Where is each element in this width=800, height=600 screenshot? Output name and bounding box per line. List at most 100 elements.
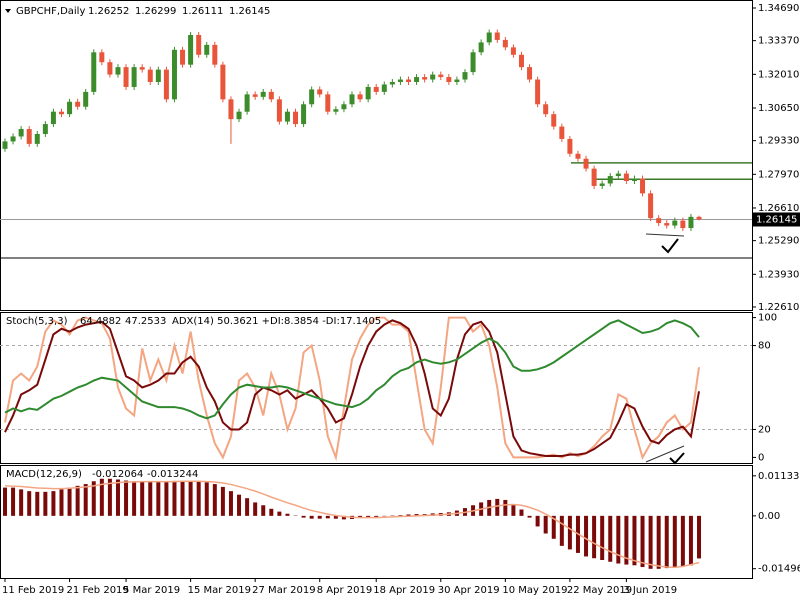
- candle-body: [607, 176, 613, 184]
- candle-body: [107, 62, 113, 75]
- signal-line: [4, 480, 700, 569]
- candle-body: [462, 72, 468, 80]
- macd-bar: [559, 515, 564, 546]
- candle-body: [527, 67, 533, 80]
- macd-bar: [640, 515, 645, 568]
- y-tick-label: -0.014965: [758, 564, 800, 575]
- candle-body: [171, 49, 177, 100]
- candle-body: [349, 94, 355, 105]
- candle-body: [357, 94, 363, 100]
- candle-body: [365, 86, 371, 100]
- price-box: [752, 212, 800, 227]
- candle-body: [341, 104, 347, 110]
- candle-body: [155, 69, 161, 82]
- x-tick-label: 11 Feb 2019: [2, 585, 64, 596]
- candle-body: [10, 136, 16, 142]
- macd-bar: [196, 481, 201, 516]
- candle-body: [91, 52, 97, 92]
- macd-bar: [124, 480, 129, 516]
- macd-bar: [624, 515, 629, 565]
- candle-body: [688, 216, 694, 229]
- candle-body: [325, 94, 331, 112]
- candle-body: [446, 77, 452, 82]
- candle-body: [567, 138, 573, 154]
- high-value: 1.26299: [135, 6, 176, 17]
- candle-body: [575, 153, 581, 159]
- macd-bar: [75, 485, 80, 516]
- candle-body: [131, 67, 137, 87]
- candle-body: [478, 42, 484, 53]
- candle-body: [672, 220, 678, 226]
- y-tick-label: 1.34690: [758, 3, 799, 14]
- macd-bar: [632, 515, 637, 566]
- candle-body: [535, 79, 541, 105]
- candle-body: [454, 79, 460, 82]
- candle-body: [414, 77, 420, 82]
- macd-bar: [672, 515, 677, 568]
- macd-bar: [237, 494, 242, 516]
- y-tick-label: 1.25290: [758, 236, 799, 247]
- candle-body: [656, 218, 662, 224]
- candle-body: [18, 129, 24, 137]
- candle-body: [309, 89, 315, 105]
- stoch-k-value: 64.4882: [80, 316, 121, 327]
- macd-bar: [317, 515, 322, 519]
- macd-bar: [253, 502, 258, 516]
- macd-bar: [309, 515, 314, 519]
- candle-body: [317, 89, 323, 95]
- candle-body: [2, 141, 8, 149]
- candle-body: [301, 104, 307, 125]
- macd-title: MACD(12,26,9): [6, 469, 82, 480]
- candle-body: [680, 220, 686, 229]
- candle-body: [115, 67, 121, 75]
- candle-body: [50, 111, 56, 125]
- macd-bar: [172, 480, 177, 516]
- chart-title: GBPCHF,Daily: [16, 6, 85, 17]
- candle-body: [406, 79, 411, 82]
- macd-bar: [551, 515, 556, 539]
- candle-body: [236, 111, 242, 120]
- candle-body: [163, 69, 169, 100]
- candle-body: [333, 109, 339, 112]
- candle-body: [494, 32, 500, 40]
- candle-body: [147, 69, 153, 82]
- x-tick-label: 3 Jun 2019: [623, 585, 677, 596]
- macd-bar: [11, 487, 16, 516]
- macd-bar: [600, 515, 605, 560]
- candle-body: [220, 64, 226, 100]
- macd-bar: [535, 515, 540, 527]
- candle-body: [276, 99, 282, 122]
- macd-bar: [285, 513, 290, 516]
- x-tick-label: 30 Apr 2019: [438, 585, 500, 596]
- candle-body: [559, 126, 565, 139]
- macd-bar: [245, 498, 250, 516]
- macd-bar: [148, 481, 153, 516]
- price-box-label: 1.26145: [756, 214, 797, 225]
- indicator-line: [4, 319, 700, 420]
- macd-bar: [414, 514, 419, 516]
- candle-body: [381, 84, 387, 92]
- candle-body: [502, 39, 508, 48]
- candle-body: [284, 111, 290, 122]
- macd-bar: [277, 511, 282, 516]
- y-tick-label: 80: [758, 341, 771, 352]
- macd-bar: [115, 479, 120, 516]
- macd-value: -0.012064: [92, 469, 143, 480]
- macd-bar: [648, 515, 653, 569]
- macd-bar: [269, 508, 274, 516]
- macd-bar: [519, 509, 524, 516]
- y-tick-label: 1.22610: [758, 302, 799, 313]
- macd-bar: [511, 504, 516, 516]
- macd-bar: [27, 491, 32, 516]
- title-arrow: [5, 9, 11, 13]
- candle-body: [389, 81, 395, 85]
- candle-body: [664, 223, 670, 226]
- macd-bar: [366, 515, 371, 518]
- indicator-line: [4, 319, 701, 458]
- macd-bar: [3, 487, 7, 516]
- y-tick-label: 1.27970: [758, 169, 799, 180]
- macd-bar: [35, 491, 40, 516]
- candle-body: [422, 77, 428, 80]
- candle-body: [430, 74, 436, 80]
